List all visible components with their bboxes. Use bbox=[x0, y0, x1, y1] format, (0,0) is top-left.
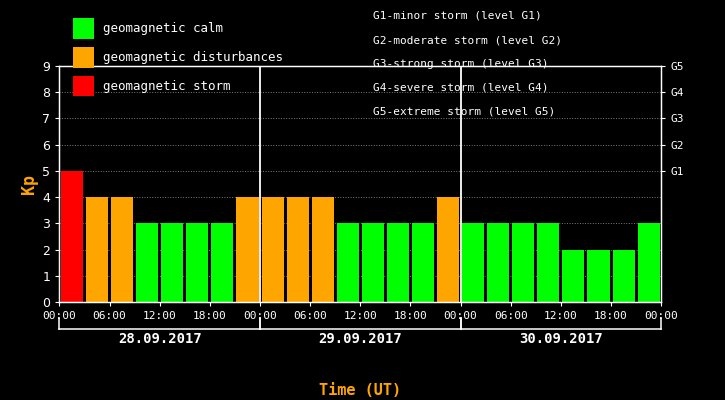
Bar bbox=[212, 223, 233, 302]
Text: 30.09.2017: 30.09.2017 bbox=[519, 332, 602, 346]
Text: 29.09.2017: 29.09.2017 bbox=[318, 332, 402, 346]
Text: Time (UT): Time (UT) bbox=[319, 383, 402, 398]
Text: geomagnetic storm: geomagnetic storm bbox=[103, 80, 231, 92]
Bar bbox=[462, 223, 484, 302]
Bar bbox=[537, 223, 560, 302]
Y-axis label: Kp: Kp bbox=[20, 174, 38, 194]
Bar bbox=[336, 223, 359, 302]
Bar bbox=[412, 223, 434, 302]
Text: G1-minor storm (level G1): G1-minor storm (level G1) bbox=[373, 11, 542, 21]
Text: G2-moderate storm (level G2): G2-moderate storm (level G2) bbox=[373, 35, 563, 45]
Text: geomagnetic calm: geomagnetic calm bbox=[103, 22, 223, 35]
Text: G3-strong storm (level G3): G3-strong storm (level G3) bbox=[373, 59, 549, 69]
Bar bbox=[236, 197, 259, 302]
Bar bbox=[286, 197, 309, 302]
Bar bbox=[312, 197, 334, 302]
Text: 28.09.2017: 28.09.2017 bbox=[118, 332, 202, 346]
Bar bbox=[136, 223, 158, 302]
Bar bbox=[613, 250, 634, 302]
Bar bbox=[563, 250, 584, 302]
Bar bbox=[437, 197, 459, 302]
Bar bbox=[637, 223, 660, 302]
Bar bbox=[362, 223, 384, 302]
Bar bbox=[262, 197, 283, 302]
Bar bbox=[111, 197, 133, 302]
Text: G4-severe storm (level G4): G4-severe storm (level G4) bbox=[373, 83, 549, 93]
Bar bbox=[487, 223, 509, 302]
Text: G5-extreme storm (level G5): G5-extreme storm (level G5) bbox=[373, 107, 555, 117]
Bar bbox=[61, 171, 83, 302]
Bar bbox=[86, 197, 108, 302]
Bar bbox=[513, 223, 534, 302]
Bar bbox=[587, 250, 610, 302]
Bar bbox=[387, 223, 409, 302]
Bar bbox=[161, 223, 183, 302]
Bar bbox=[186, 223, 208, 302]
Text: geomagnetic disturbances: geomagnetic disturbances bbox=[103, 51, 283, 64]
